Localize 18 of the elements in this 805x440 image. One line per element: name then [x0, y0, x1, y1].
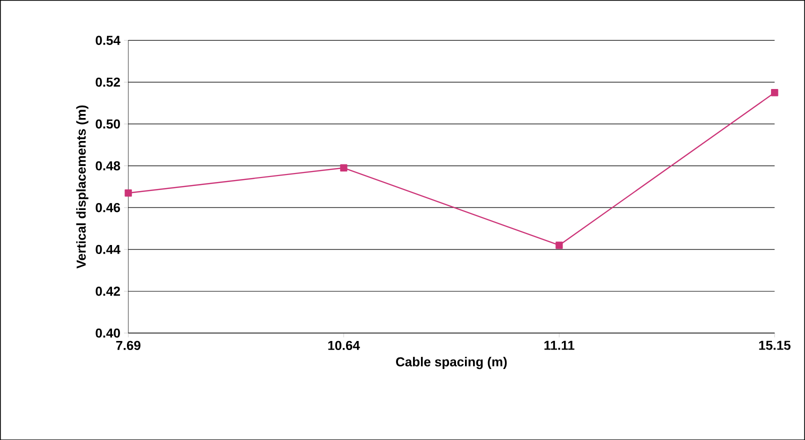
- x-tick-label: 7.69: [116, 340, 140, 350]
- point: [556, 241, 563, 249]
- y-axis-title: Vertical displacements (m): [76, 105, 88, 268]
- x-axis-title: Cable spacing (m): [396, 356, 507, 369]
- y-tick-label: 0.52: [96, 77, 120, 87]
- x-tick-label: 11.11: [544, 340, 574, 350]
- y-tick-label: 0.54: [96, 36, 120, 45]
- x-tick-label: 15.15: [759, 340, 791, 350]
- y-tick-label: 0.42: [96, 286, 120, 296]
- y-tick-label: 0.48: [96, 161, 120, 170]
- y-tick-label: 0.46: [96, 202, 120, 212]
- y-tick-label: 0.40: [96, 328, 120, 338]
- point: [124, 189, 132, 196]
- y-tick-label: 0.50: [96, 119, 120, 128]
- point: [340, 164, 348, 172]
- point: [771, 88, 778, 96]
- x-tick-label: 10.64: [328, 340, 360, 350]
- y-tick-label: 0.44: [96, 244, 120, 254]
